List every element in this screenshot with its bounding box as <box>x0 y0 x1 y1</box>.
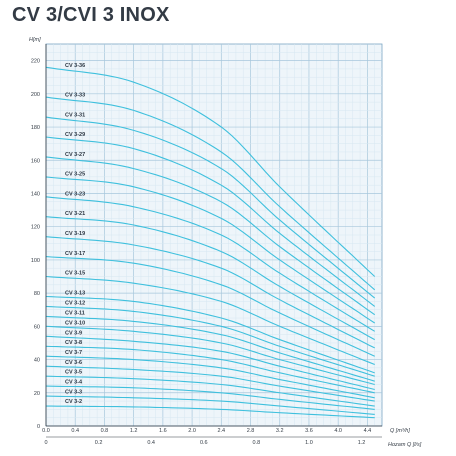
series-label: CV 3-10 <box>65 320 85 326</box>
x2-tick-label: 0.8 <box>253 440 261 446</box>
x2-tick-label: 1.0 <box>305 440 313 446</box>
x-tick-label: 1.6 <box>159 428 167 434</box>
pump-curve <box>46 405 375 419</box>
series-label: CV 3-6 <box>65 360 82 366</box>
pump-curve <box>45 345 375 394</box>
page-title: CV 3/CVI 3 INOX <box>12 4 170 26</box>
x2-tick-label: 1.2 <box>358 440 366 446</box>
series-label: CV 3-15 <box>65 271 85 277</box>
series-label: CV 3-27 <box>65 152 85 158</box>
pump-curve <box>45 216 375 341</box>
series-label: CV 3-21 <box>65 211 85 217</box>
series-label: CV 3-31 <box>65 112 85 118</box>
x-tick-label: 4.0 <box>334 428 342 434</box>
pump-curve <box>45 116 376 299</box>
series-label: CV 3-11 <box>65 310 85 316</box>
y-tick-label: 120 <box>31 225 40 231</box>
series-label: CV 3-3 <box>65 389 82 395</box>
pump-curve <box>45 136 376 307</box>
pump-curve <box>45 315 375 382</box>
series-label: CV 3-29 <box>65 132 85 138</box>
x2-tick-label: 0 <box>44 440 47 446</box>
y-tick-label: 140 <box>31 191 40 197</box>
pump-curve <box>45 325 375 386</box>
pump-curve <box>45 275 375 366</box>
pump-curve <box>45 256 375 357</box>
x2-tick-label: 0.6 <box>200 440 208 446</box>
pump-curve <box>45 385 375 410</box>
series-label: CV 3-12 <box>65 300 85 306</box>
y-tick-label: 160 <box>31 158 40 164</box>
pump-curve <box>45 295 375 374</box>
x2-tick-label: 0.2 <box>95 440 103 446</box>
y-tick-label: 100 <box>31 258 40 264</box>
series-label: CV 3-25 <box>65 172 85 178</box>
axes: H[m] Q [m³/h] Hozam Q [l/s] 0 20 40 60 80 100… <box>29 37 422 448</box>
pump-curve <box>45 395 375 415</box>
y-tick-label: 80 <box>34 291 40 297</box>
y-tick-label: 180 <box>31 125 40 131</box>
x-tick-label: 0.8 <box>101 428 109 434</box>
series-label: CV 3-7 <box>65 350 82 356</box>
series-label: CV 3-33 <box>65 93 85 99</box>
x-tick-label: 3.6 <box>305 428 313 434</box>
pump-curve <box>45 176 376 324</box>
x2-tick-label: 0.4 <box>147 440 155 446</box>
y-tick-label: 200 <box>31 92 40 98</box>
pump-curve <box>45 355 375 399</box>
x-tick-label: 0.0 <box>42 428 50 434</box>
y-tick-label: 60 <box>34 324 40 330</box>
x-tick-label: 1.2 <box>130 428 138 434</box>
pump-curve <box>45 305 375 377</box>
series-label: CV 3-9 <box>65 330 82 336</box>
pump-curve <box>45 365 375 402</box>
series-label: CV 3-23 <box>65 192 85 198</box>
series-label: CV 3-2 <box>65 399 82 405</box>
y-tick-label: 40 <box>34 358 40 364</box>
pump-curve <box>45 375 375 407</box>
series-label: CV 3-19 <box>65 231 85 237</box>
x-axis-unit: Q [m³/h] <box>390 428 410 434</box>
x-tick-label: 2.8 <box>247 428 255 434</box>
series-label: CV 3-4 <box>65 379 83 385</box>
pump-curves <box>45 66 376 419</box>
series-labels: CV 3-2 CV 3-3 CV 3-4 CV 3-5 CV 3-6 CV 3-7 CV 3… <box>65 63 85 405</box>
x-tick-label: 3.2 <box>276 428 284 434</box>
series-label: CV 3-8 <box>65 340 82 346</box>
y-tick-label: 220 <box>31 59 40 65</box>
pump-curve <box>45 236 375 349</box>
pump-curve <box>45 196 375 332</box>
series-label: CV 3-13 <box>65 290 85 296</box>
x-tick-label: 2.4 <box>217 428 225 434</box>
x-tick-label: 0.4 <box>71 428 79 434</box>
pump-curve <box>45 96 376 291</box>
series-label: CV 3-5 <box>65 370 82 376</box>
x2-axis-unit: Hozam Q [l/s] <box>388 442 422 448</box>
y-axis-unit: H[m] <box>29 37 41 43</box>
series-label: CV 3-17 <box>65 251 85 257</box>
pump-curve <box>45 335 375 391</box>
y-tick-label: 20 <box>34 391 40 397</box>
x-tick-label: 2.0 <box>188 428 196 434</box>
series-label: CV 3-36 <box>65 63 85 69</box>
y-tick-label: 0 <box>37 424 40 430</box>
x-tick-label: 4.4 <box>364 428 372 434</box>
pump-curve <box>45 156 376 316</box>
pump-curve <box>45 66 376 277</box>
